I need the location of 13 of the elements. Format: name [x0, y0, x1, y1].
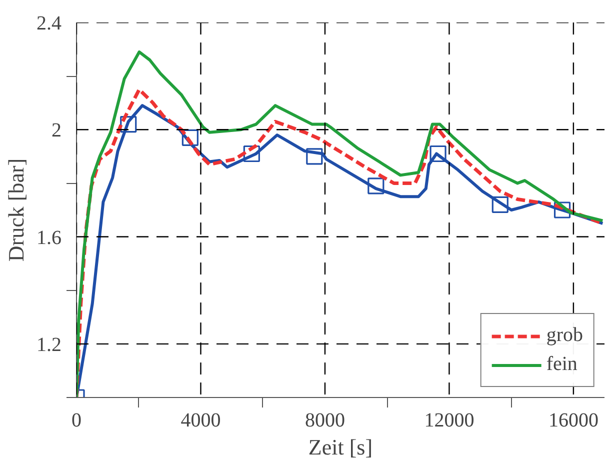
- y-tick-label: 2: [52, 120, 62, 142]
- y-tick-label: 1.2: [36, 334, 62, 356]
- y-tick-label: 2.4: [36, 12, 62, 34]
- x-axis-title: Zeit [s]: [308, 434, 373, 460]
- x-tick-label: 16000: [548, 410, 598, 432]
- legend-label: fein: [546, 353, 578, 376]
- x-tick-label: 12000: [424, 410, 474, 432]
- x-tick-label: 0: [72, 410, 82, 432]
- x-tick-label: 8000: [304, 410, 345, 432]
- x-tick-label: 4000: [180, 410, 221, 432]
- legend-label: grob: [546, 324, 583, 347]
- y-tick-label: 1.6: [36, 226, 62, 249]
- y-axis-title: Druck [bar]: [4, 158, 28, 262]
